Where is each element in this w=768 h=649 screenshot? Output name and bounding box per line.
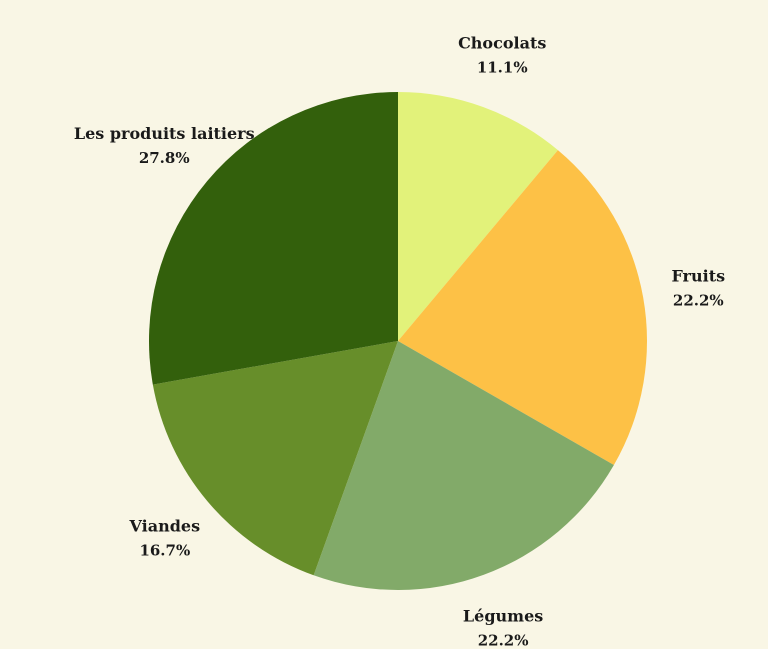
pie-labels: Chocolats 11.1% Fruits 22.2% Légumes 22.2% Via… (74, 33, 725, 649)
slice-pct-les-produits-laitiers: 27.8% (139, 149, 190, 167)
pie-slice-legumes (313, 341, 614, 590)
slice-pct-chocolats: 11.1% (477, 58, 528, 76)
slice-label-les-produits-laitiers: Les produits laitiers (74, 124, 255, 143)
slice-pct-legumes: 22.2% (478, 631, 529, 649)
pie-slice-fruits (398, 150, 647, 466)
pie-slice-les-produits-laitiers (148, 92, 398, 385)
slice-pct-viandes: 16.7% (139, 542, 190, 560)
pie-slices (148, 92, 647, 590)
pie-slice-viandes (152, 341, 398, 576)
slice-label-viandes: Viandes (129, 517, 201, 536)
slice-label-fruits: Fruits (671, 267, 725, 286)
slice-label-legumes: Légumes (463, 606, 543, 625)
slice-pct-fruits: 22.2% (673, 292, 724, 310)
pie-slice-chocolats (398, 92, 558, 341)
slice-label-chocolats: Chocolats (458, 33, 546, 52)
